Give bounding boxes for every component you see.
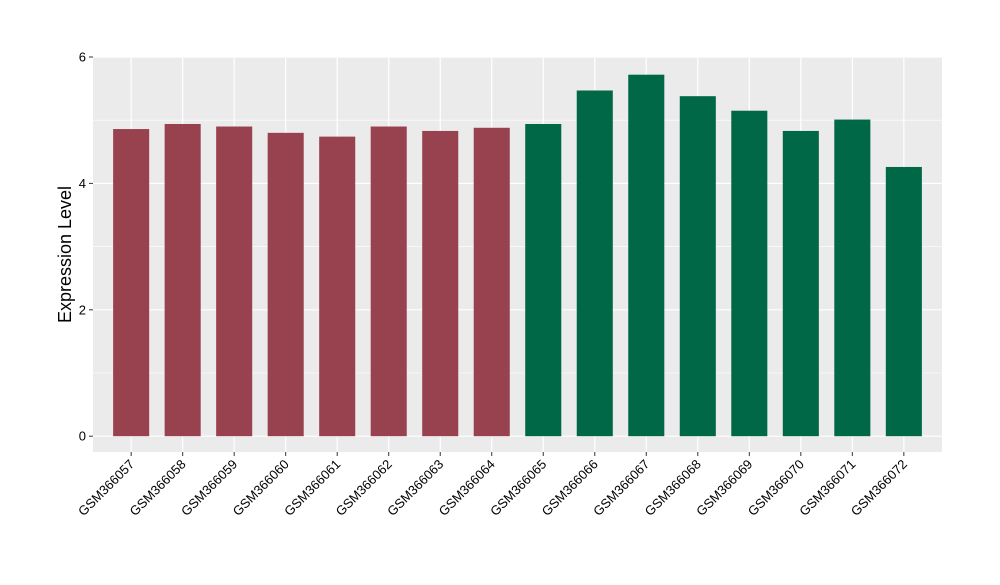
bar: [628, 74, 665, 437]
bar: [473, 127, 510, 437]
bar: [679, 96, 716, 437]
bar: [267, 132, 304, 437]
y-tick-label: 6: [79, 50, 86, 65]
x-axis: GSM366057GSM366058GSM366059GSM366060GSM3…: [75, 452, 910, 519]
bar: [319, 136, 356, 437]
y-tick-label: 2: [79, 302, 86, 317]
bar: [370, 126, 407, 437]
bar: [834, 119, 871, 437]
bar: [164, 123, 201, 437]
bar: [113, 129, 150, 437]
y-tick-label: 0: [79, 429, 86, 444]
y-axis: 0 2 4 6: [79, 50, 93, 444]
bar: [731, 110, 768, 437]
y-axis-label: Expression Level: [55, 186, 75, 323]
bar: [422, 130, 459, 437]
bar: [216, 126, 253, 437]
bar: [576, 90, 613, 437]
bar: [525, 123, 562, 437]
bar: [885, 166, 922, 437]
bar: [782, 130, 819, 437]
y-tick-label: 4: [79, 176, 86, 191]
bars-group: [113, 74, 922, 437]
